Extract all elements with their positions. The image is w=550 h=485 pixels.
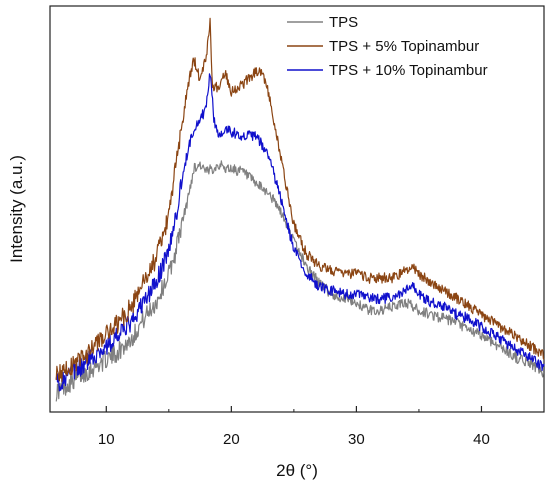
series-line-2 — [55, 73, 545, 392]
plot-frame — [49, 5, 545, 413]
series-line-0 — [55, 160, 545, 402]
x-tick-label-10: 10 — [98, 431, 115, 448]
x-tick-label-20: 20 — [223, 431, 240, 448]
x-axis: 10 20 30 40 — [98, 406, 545, 448]
x-tick-label-30: 30 — [348, 431, 365, 448]
x-tick-label-40: 40 — [473, 431, 490, 448]
legend-label-2: TPS + 10% Topinambur — [329, 62, 488, 79]
legend-label-1: TPS + 5% Topinambur — [329, 38, 479, 55]
legend-label-0: TPS — [329, 14, 358, 31]
series-lines — [55, 17, 545, 402]
y-axis-label: Intensity (a.u.) — [7, 155, 26, 263]
legend: TPS TPS + 5% Topinambur TPS + 10% Topinamb… — [287, 14, 488, 79]
series-line-1 — [55, 17, 545, 382]
x-axis-label: 2θ (°) — [276, 461, 318, 480]
